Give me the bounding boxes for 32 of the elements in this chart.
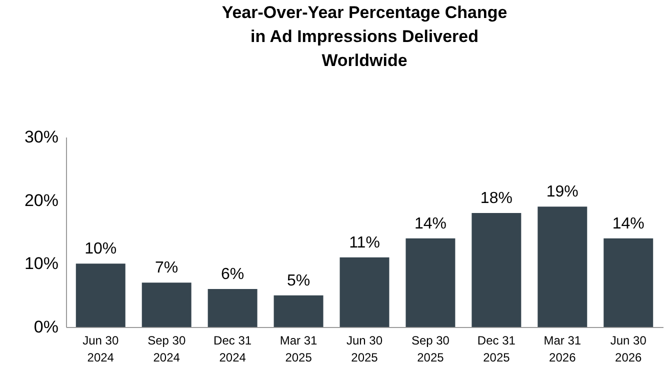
data-label: 5% [286,272,310,290]
y-tick-label: 20% [24,190,58,210]
x-tick-label: Jun 30 2026 [610,334,647,364]
data-label: 14% [612,215,644,232]
x-tick-label: Jun 30 2024 [82,334,119,364]
bar [208,289,258,327]
x-tick-label: Mar 31 2025 [280,334,318,364]
bar [472,213,522,327]
bar [76,264,126,327]
data-label: 19% [546,184,578,201]
data-label: 11% [349,234,380,252]
x-tick-label: Mar 31 2026 [544,334,582,364]
y-tick-label: 0% [34,318,58,336]
data-label: 6% [221,266,244,283]
bar [142,282,192,327]
data-label: 18% [480,190,512,207]
data-label: 14% [414,215,446,232]
bar [406,238,456,327]
bar [340,257,390,327]
x-tick-label: Sep 30 2024 [148,334,186,364]
x-tick-label: Sep 30 2025 [411,334,450,364]
bar [538,206,588,327]
data-label: 7% [155,260,178,277]
x-tick-label: Dec 31 2024 [214,334,252,364]
y-tick-label: 30% [24,128,58,146]
bar [274,295,324,327]
x-tick-label: Dec 31 2025 [477,334,516,364]
y-tick-label: 10% [24,254,58,274]
x-tick-label: Jun 30 2025 [346,334,383,364]
chart-title: Year-Over-Year Percentage Change in Ad Impressions Delivered Worldwide [222,3,508,70]
data-label: 10% [84,240,117,258]
bar [604,238,654,327]
